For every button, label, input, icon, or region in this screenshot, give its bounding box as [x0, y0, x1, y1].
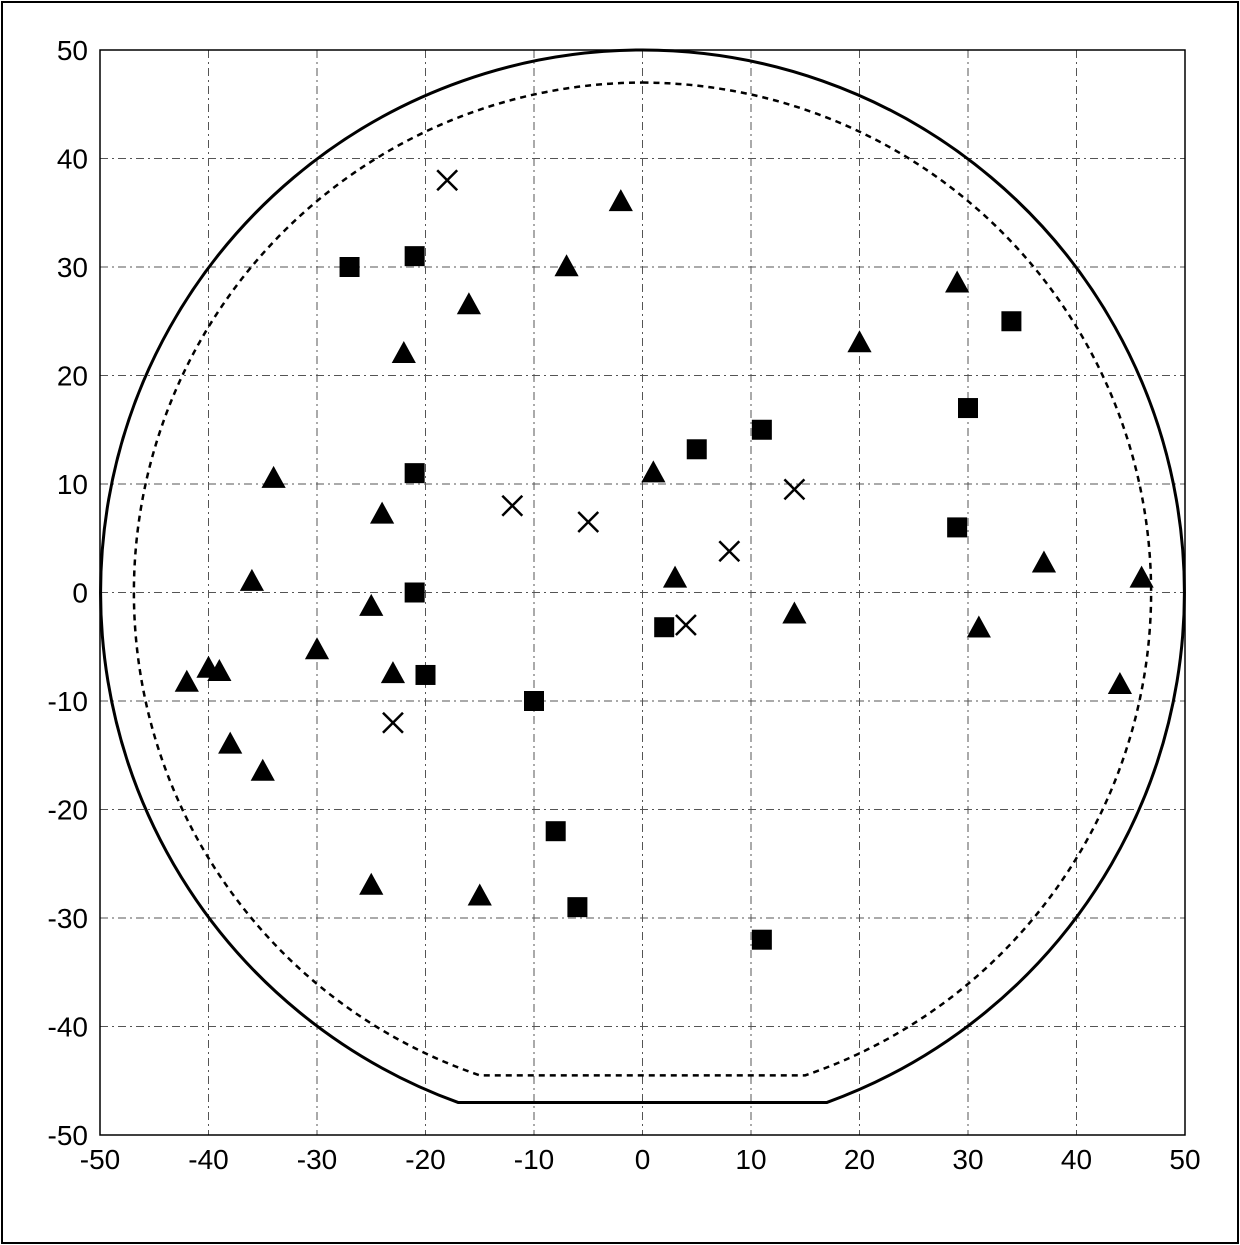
- x-tick-label: -30: [297, 1144, 337, 1175]
- scatter-chart: -50-40-30-20-1001020304050-50-40-30-20-1…: [0, 0, 1240, 1245]
- y-tick-label: -20: [48, 795, 88, 826]
- marker-triangle: [305, 637, 329, 659]
- marker-triangle: [457, 292, 481, 314]
- marker-square: [654, 617, 674, 637]
- y-tick-label: -50: [48, 1120, 88, 1151]
- marker-square: [524, 691, 544, 711]
- marker-triangle: [847, 330, 871, 352]
- x-tick-label: 10: [735, 1144, 766, 1175]
- marker-triangle: [468, 884, 492, 906]
- series-squares: [340, 246, 1022, 950]
- marker-square: [947, 517, 967, 537]
- marker-square: [958, 398, 978, 418]
- y-tick-label: 30: [57, 252, 88, 283]
- marker-square: [567, 897, 587, 917]
- x-tick-label: -20: [405, 1144, 445, 1175]
- marker-triangle: [251, 759, 275, 781]
- marker-triangle: [240, 569, 264, 591]
- marker-triangle: [554, 254, 578, 276]
- marker-square: [687, 439, 707, 459]
- marker-triangle: [945, 271, 969, 293]
- marker-square: [752, 420, 772, 440]
- marker-triangle: [782, 601, 806, 623]
- marker-triangle: [609, 189, 633, 211]
- marker-triangle: [663, 566, 687, 588]
- chart-container: -50-40-30-20-1001020304050-50-40-30-20-1…: [0, 0, 1240, 1245]
- grid: [100, 50, 1185, 1135]
- y-tick-label: 20: [57, 361, 88, 392]
- marker-square: [340, 257, 360, 277]
- marker-triangle: [175, 670, 199, 692]
- marker-triangle: [359, 873, 383, 895]
- marker-square: [416, 665, 436, 685]
- x-tick-label: 50: [1169, 1144, 1200, 1175]
- data-series: [175, 170, 1154, 950]
- x-tick-label: 30: [952, 1144, 983, 1175]
- marker-triangle: [381, 661, 405, 683]
- marker-square: [752, 930, 772, 950]
- marker-triangle: [1032, 550, 1056, 572]
- series-crosses: [383, 170, 804, 733]
- marker-triangle: [641, 460, 665, 482]
- marker-triangle: [967, 616, 991, 638]
- series-triangles: [175, 189, 1154, 905]
- marker-triangle: [392, 341, 416, 363]
- y-tick-label: -10: [48, 686, 88, 717]
- marker-square: [405, 246, 425, 266]
- y-tick-label: 0: [72, 578, 88, 609]
- marker-square: [405, 463, 425, 483]
- y-tick-label: 40: [57, 144, 88, 175]
- y-tick-label: 50: [57, 35, 88, 66]
- marker-square: [546, 821, 566, 841]
- x-tick-label: -10: [514, 1144, 554, 1175]
- marker-triangle: [1108, 672, 1132, 694]
- x-tick-label: -40: [188, 1144, 228, 1175]
- marker-square: [1001, 311, 1021, 331]
- y-tick-label: 10: [57, 469, 88, 500]
- x-tick-label: 40: [1061, 1144, 1092, 1175]
- x-tick-label: 0: [635, 1144, 651, 1175]
- x-tick-label: 20: [844, 1144, 875, 1175]
- marker-triangle: [370, 502, 394, 524]
- y-tick-label: -40: [48, 1012, 88, 1043]
- marker-triangle: [218, 732, 242, 754]
- marker-triangle: [359, 594, 383, 616]
- y-tick-label: -30: [48, 903, 88, 934]
- marker-triangle: [262, 466, 286, 488]
- outer-frame: [2, 2, 1238, 1243]
- marker-square: [405, 583, 425, 603]
